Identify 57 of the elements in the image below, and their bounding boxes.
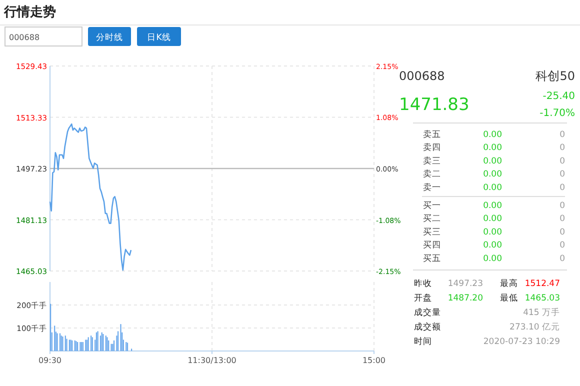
text: 时间 xyxy=(414,336,432,347)
text: 0.00 xyxy=(483,201,502,211)
text: 行情走势 xyxy=(3,4,56,20)
text: 昨收 xyxy=(414,278,432,289)
text: 0.00 xyxy=(483,170,502,180)
text: 415 万手 xyxy=(523,307,560,318)
text: 科创50 xyxy=(536,69,575,83)
text: 卖四 xyxy=(423,142,441,154)
text: 最低 xyxy=(500,292,518,304)
text: 卖一 xyxy=(423,182,441,193)
text: 0 xyxy=(560,182,565,193)
text: 1465.03 xyxy=(524,294,560,304)
text: 0 xyxy=(560,143,565,154)
text: 0 xyxy=(560,201,565,211)
text: 0.00 xyxy=(483,240,502,251)
text: 买三 xyxy=(423,226,441,238)
text: 买四 xyxy=(423,240,441,251)
text: 000688 xyxy=(9,33,40,42)
text: 0.00 xyxy=(483,214,502,224)
text: 卖五 xyxy=(423,129,441,140)
text: 0 xyxy=(560,254,565,264)
text: 2020-07-23 10:29 xyxy=(483,337,560,347)
text: 成交额 xyxy=(414,322,441,332)
text: 000688 xyxy=(399,69,445,83)
text: 0.00 xyxy=(483,156,502,166)
text: 0.00 xyxy=(483,182,502,193)
x-tick-label: 11:30/13:00 xyxy=(188,356,236,365)
text: 0.00 xyxy=(483,143,502,154)
text: 买二 xyxy=(423,213,441,224)
text: 开盘 xyxy=(414,292,432,304)
text: 0.00 xyxy=(483,130,502,140)
x-tick-label: 09:30 xyxy=(38,356,62,365)
text: 0 xyxy=(560,240,565,251)
text: -25.40 xyxy=(542,91,575,102)
text: 0 xyxy=(560,170,565,180)
text: 0.00 xyxy=(483,254,502,264)
x-tick-label: 15:00 xyxy=(362,356,386,365)
text: -1.70% xyxy=(540,108,575,119)
text: 0.00 xyxy=(483,227,502,238)
text: 成交量 xyxy=(414,307,441,318)
text: 买五 xyxy=(423,252,441,264)
text: 0 xyxy=(560,214,565,224)
text: 最高 xyxy=(500,278,518,289)
text: 1487.20 xyxy=(448,294,483,304)
line-series xyxy=(49,123,132,271)
text: 日K线 xyxy=(147,32,171,43)
text: 卖二 xyxy=(423,168,441,180)
text: 卖三 xyxy=(423,155,441,166)
text: 1497.23 xyxy=(448,279,483,289)
text: 1512.47 xyxy=(524,279,560,289)
text: 0 xyxy=(560,227,565,238)
text: 分时线 xyxy=(96,32,123,43)
text: 1471.83 xyxy=(399,95,470,115)
text: 买一 xyxy=(423,200,441,211)
text: 273.10 亿元 xyxy=(510,322,560,332)
text: 0 xyxy=(560,156,565,166)
text: 0 xyxy=(560,130,565,140)
